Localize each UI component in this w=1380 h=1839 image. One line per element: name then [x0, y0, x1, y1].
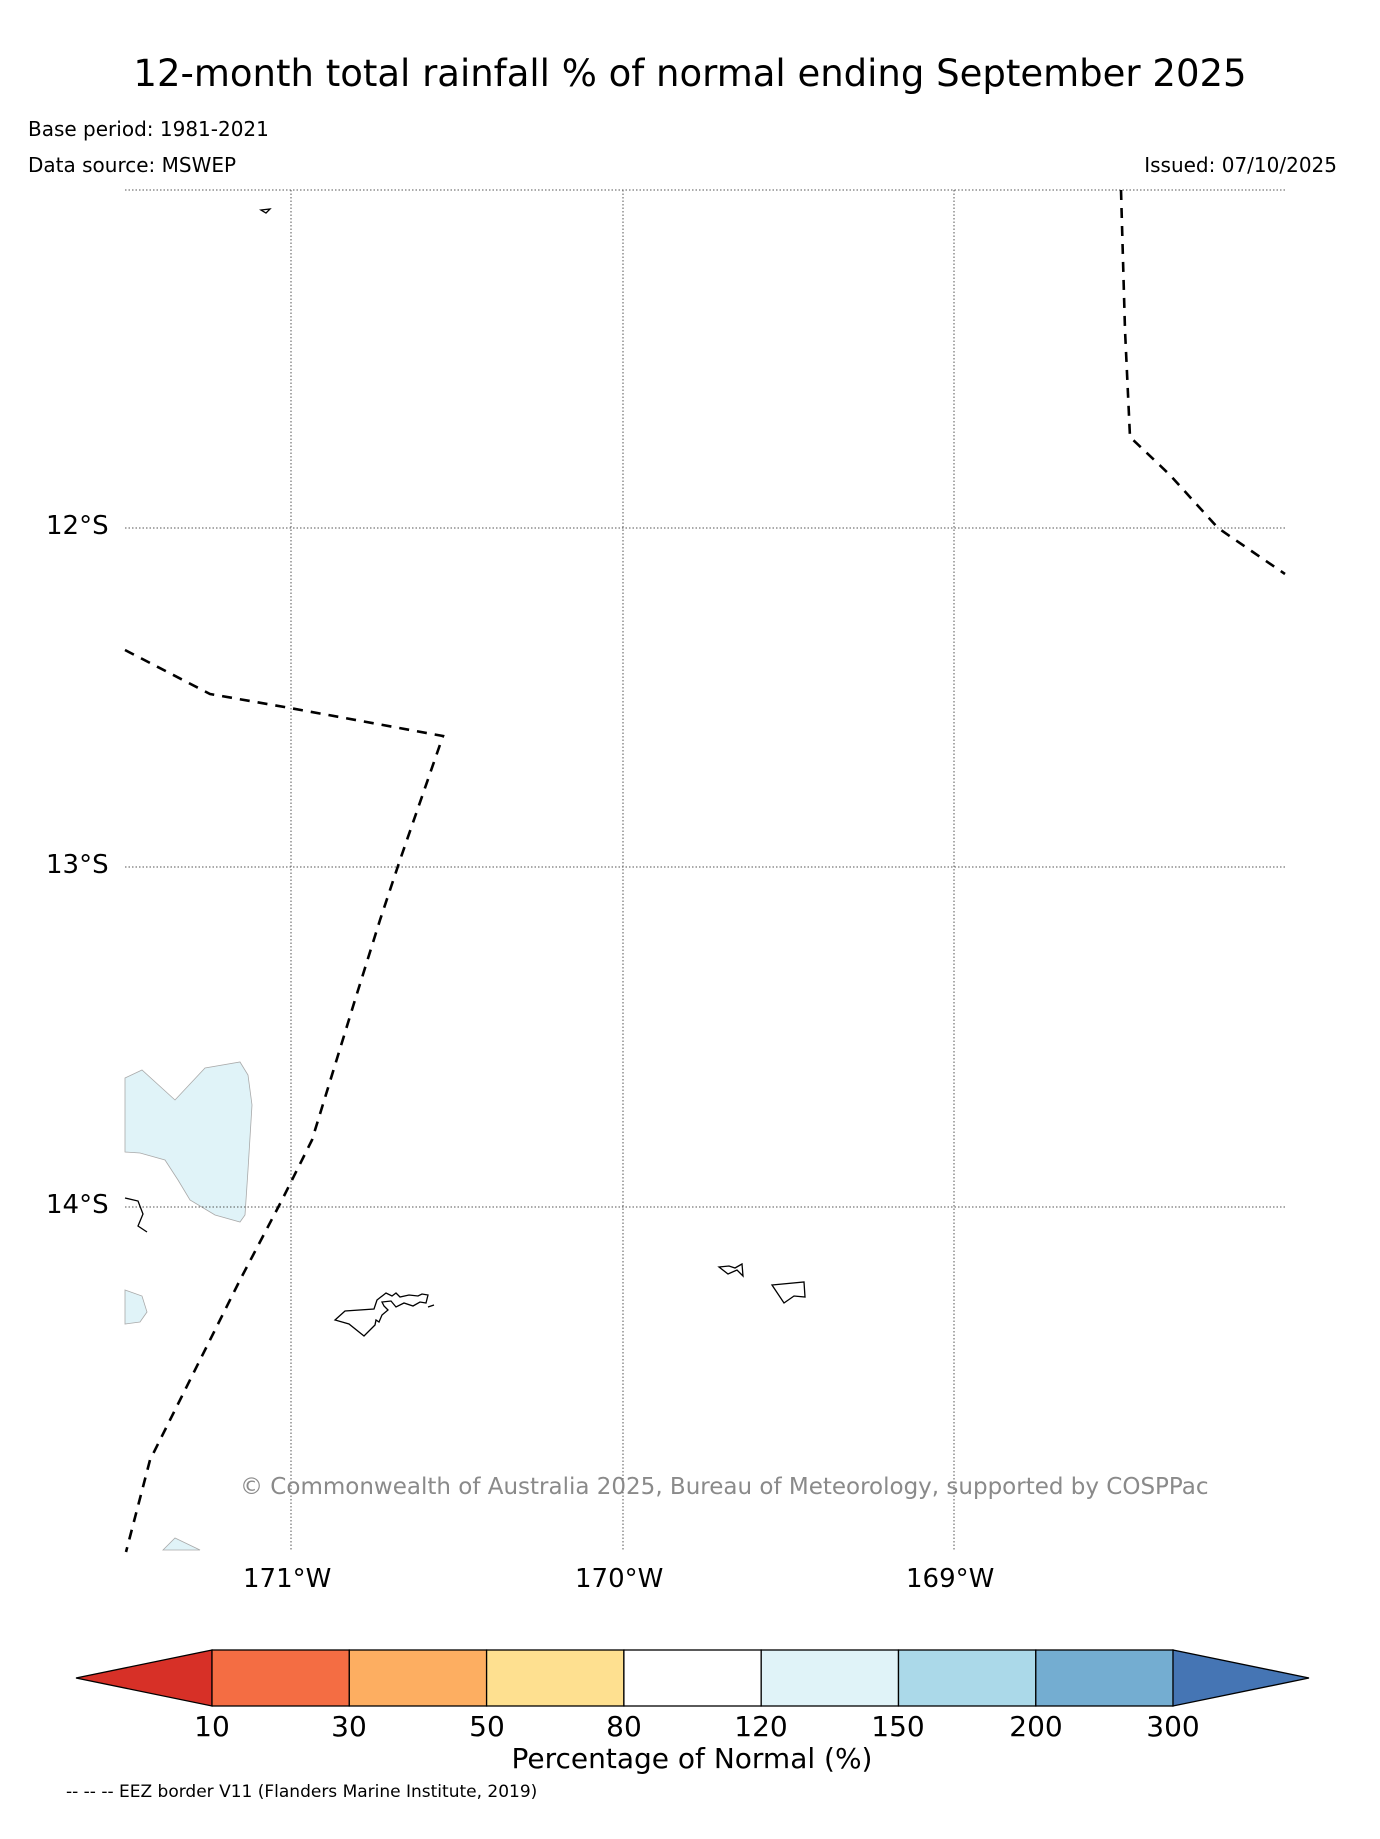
lat-label-12s: 12°S: [46, 511, 109, 541]
rainfall-patch-west-small: [124, 1289, 148, 1325]
copyright-notice: © Commonwealth of Australia 2025, Bureau…: [240, 1474, 1209, 1500]
colorbar-segment-30-50: [348, 1649, 488, 1707]
colorbar-tick-120: 120: [734, 1710, 788, 1743]
rainfall-patch-south: [162, 1537, 201, 1551]
colorbar-extend-low: [75, 1649, 213, 1707]
eez-border-east: [1119, 189, 1286, 576]
island-tutuila: [333, 1292, 435, 1337]
eez-borders: [124, 189, 1286, 1553]
graticule: [125, 189, 1285, 1550]
islands: [124, 208, 806, 1337]
base-period: Base period: 1981-2021: [28, 117, 269, 141]
data-source: Data source: MSWEP: [28, 153, 237, 177]
island-tau: [770, 1281, 806, 1304]
island-ofu-olosega: [717, 1262, 744, 1278]
colorbar-label: Percentage of Normal (%): [511, 1742, 873, 1775]
colorbar-segment-200-300: [1035, 1649, 1174, 1707]
rainfall-patch-west-large: [124, 1061, 253, 1223]
colorbar-segment-150-200: [897, 1649, 1037, 1707]
colorbar-segment-50-80: [485, 1649, 625, 1707]
colorbar-segment-80-120: [623, 1649, 762, 1707]
colorbar-extend-high: [1172, 1649, 1310, 1707]
colorbar-tick-200: 200: [1009, 1710, 1063, 1743]
lat-label-13s: 13°S: [46, 850, 109, 880]
island-swains: [259, 208, 272, 214]
colorbar-tick-10: 10: [194, 1710, 230, 1743]
colorbar-segment-10-30: [211, 1649, 350, 1707]
island-savaii-fragment: [124, 1197, 148, 1233]
eez-legend: -- -- -- EEZ border V11 (Flanders Marine…: [66, 1782, 538, 1802]
map-title: 12-month total rainfall % of normal endi…: [133, 52, 1247, 95]
lon-label-170w: 170°W: [575, 1564, 664, 1594]
colorbar-segment-120-150: [760, 1649, 900, 1707]
colorbar-tick-300: 300: [1146, 1710, 1200, 1743]
rainfall-patches: [124, 1061, 253, 1551]
colorbar-tick-50: 50: [469, 1710, 505, 1743]
lon-label-169w: 169°W: [906, 1564, 995, 1594]
colorbar: [75, 1649, 1310, 1707]
colorbar-tick-150: 150: [871, 1710, 925, 1743]
colorbar-tick-80: 80: [606, 1710, 642, 1743]
colorbar-tick-30: 30: [331, 1710, 367, 1743]
lat-label-14s: 14°S: [46, 1190, 109, 1220]
issued-date: Issued: 07/10/2025: [1144, 153, 1337, 177]
lon-label-171w: 171°W: [243, 1564, 332, 1594]
